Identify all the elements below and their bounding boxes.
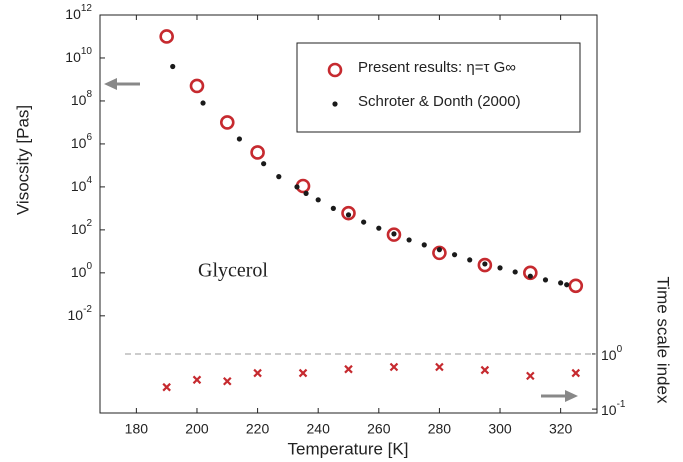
x-tick-label: 180 bbox=[125, 421, 149, 437]
tick-label: 1010 bbox=[65, 46, 92, 65]
data-point bbox=[564, 282, 570, 288]
tick-label: 100 bbox=[71, 260, 93, 279]
data-point bbox=[497, 265, 503, 271]
tick-label: 100 bbox=[601, 344, 623, 363]
tick-label: 104 bbox=[71, 175, 93, 194]
data-point bbox=[391, 231, 397, 237]
data-point bbox=[253, 368, 262, 378]
data-point bbox=[315, 197, 321, 203]
tick-label: 102 bbox=[71, 218, 93, 237]
x-tick-label: 280 bbox=[428, 421, 452, 437]
data-point bbox=[298, 368, 308, 378]
data-point bbox=[389, 362, 399, 372]
y-axis-title: Visocsity [Pas] bbox=[13, 105, 32, 215]
left-arrow bbox=[104, 78, 140, 90]
data-point bbox=[294, 184, 300, 190]
data-point bbox=[558, 280, 564, 286]
data-point bbox=[159, 29, 174, 44]
data-point bbox=[162, 382, 171, 392]
data-point bbox=[568, 278, 584, 294]
plot-frame bbox=[99, 14, 598, 414]
data-point bbox=[250, 145, 265, 160]
data-point bbox=[477, 257, 493, 273]
annotation: Glycerol bbox=[198, 260, 268, 282]
x-tick-label: 200 bbox=[185, 421, 209, 437]
data-point bbox=[435, 362, 444, 372]
data-point bbox=[236, 136, 243, 142]
data-point bbox=[526, 371, 535, 381]
data-point bbox=[527, 273, 533, 279]
data-point bbox=[451, 252, 458, 258]
y2-axis-title: Time scale index bbox=[654, 277, 673, 404]
data-point bbox=[542, 277, 549, 283]
tick-label: 1012 bbox=[65, 3, 92, 22]
legend-label: Schroter & Donth (2000) bbox=[358, 93, 521, 110]
x-tick-label: 240 bbox=[307, 421, 331, 437]
data-point bbox=[571, 368, 581, 378]
data-point bbox=[376, 225, 382, 231]
data-point bbox=[467, 257, 473, 263]
data-point bbox=[482, 261, 488, 267]
data-point bbox=[480, 365, 490, 375]
data-point bbox=[512, 269, 518, 275]
legend-marker bbox=[327, 62, 343, 78]
data-point bbox=[170, 63, 176, 70]
data-point bbox=[344, 364, 353, 374]
data-point bbox=[303, 190, 309, 196]
data-point bbox=[223, 376, 232, 386]
data-point bbox=[361, 219, 367, 225]
data-point bbox=[192, 375, 202, 385]
data-point bbox=[330, 205, 336, 211]
legend-marker bbox=[332, 101, 338, 107]
x-tick-label: 300 bbox=[488, 421, 512, 437]
data-point bbox=[421, 242, 427, 248]
x-axis-title: Temperature [K] bbox=[288, 439, 409, 458]
data-point bbox=[200, 100, 206, 106]
legend-box bbox=[296, 42, 581, 133]
x-tick-label: 220 bbox=[246, 421, 270, 437]
tick-label: 108 bbox=[71, 89, 93, 108]
right-arrow bbox=[541, 390, 578, 402]
tick-label: 106 bbox=[71, 132, 93, 151]
data-point bbox=[386, 227, 402, 242]
data-point bbox=[432, 245, 447, 261]
data-point bbox=[345, 212, 352, 218]
data-point bbox=[261, 161, 267, 167]
data-point bbox=[436, 247, 443, 253]
data-point bbox=[276, 174, 282, 180]
data-point bbox=[341, 205, 356, 221]
data-point bbox=[523, 265, 538, 281]
x-tick-label: 260 bbox=[367, 421, 391, 437]
legend-label: Present results: η=τ G∞ bbox=[358, 59, 516, 76]
data-point bbox=[219, 115, 235, 130]
x-tick-label: 320 bbox=[549, 421, 573, 437]
tick-label: 10-1 bbox=[601, 399, 626, 418]
tick-label: 10-2 bbox=[68, 303, 93, 322]
data-point bbox=[406, 237, 412, 243]
data-point bbox=[189, 78, 205, 94]
